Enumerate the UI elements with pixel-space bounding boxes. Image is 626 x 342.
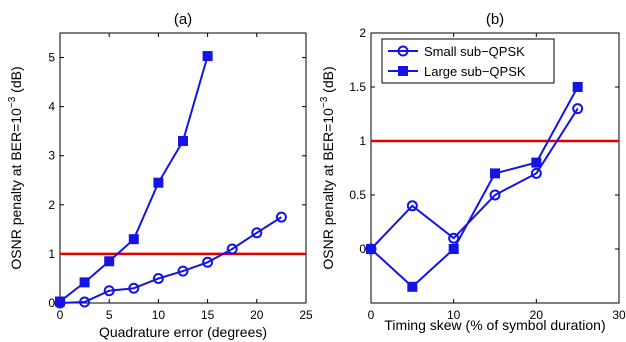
series-line-square (370, 86, 579, 289)
data-point-square (153, 177, 164, 188)
y-tick-label: 1 (359, 134, 366, 148)
panel-b-y-label-unit: (dB) (320, 66, 336, 96)
series-line-circle (59, 216, 282, 304)
panel-b-x-axis-label: Timing skew (% of symbol duration) (384, 317, 605, 333)
legend-marker-square (398, 66, 408, 76)
data-point-square (366, 244, 376, 254)
data-point-circle (530, 167, 542, 179)
data-point-square (178, 136, 188, 146)
data-point-circle (489, 189, 501, 201)
x-tick-label: 0 (368, 308, 375, 322)
x-tick-label: 10 (152, 308, 166, 322)
y-tick-label: 1.5 (349, 80, 366, 94)
data-point-circle (275, 211, 287, 223)
data-point-square (531, 157, 542, 168)
panel-b-title: (b) (486, 11, 504, 28)
legend-box (381, 38, 555, 84)
y-tick-label: 1 (48, 247, 55, 261)
series-line-square (59, 55, 209, 303)
panel-a-y-label-unit: (dB) (8, 66, 24, 96)
panel-a-y-axis-label: OSNR penalty at BER=10−3 (dB) (7, 66, 24, 269)
series-line-circle (370, 108, 579, 250)
data-point-circle (251, 227, 263, 239)
data-point-circle (572, 103, 584, 115)
data-point-square (104, 256, 115, 267)
y-tick-label: 2 (48, 198, 55, 212)
panel-a-y-label-main: OSNR penalty at BER=10 (8, 108, 24, 270)
data-point-square (490, 168, 500, 179)
data-point-square (202, 51, 213, 62)
legend-entry: Large sub−QPSK (424, 64, 526, 79)
legend-entry: Small sub−QPSK (424, 44, 525, 59)
y-tick-label: 0 (359, 242, 366, 256)
y-tick-label: 3 (48, 149, 55, 163)
panel-a-title: (a) (174, 11, 192, 28)
data-point-square (448, 244, 459, 254)
x-tick-label: 5 (106, 308, 113, 322)
x-tick-label: 20 (530, 308, 544, 322)
x-tick-label: 25 (299, 308, 313, 322)
panel-b-y-label-main: OSNR penalty at BER=10 (320, 108, 336, 270)
data-point-square (128, 234, 139, 245)
data-point-circle (128, 282, 140, 294)
panel-a: (a) 0 5 10 15 20 25 0 1 2 3 4 5 Quadrature error (d… (7, 11, 313, 340)
data-point-circle (202, 256, 214, 268)
legend-marker-circle (397, 45, 409, 57)
panel-a-x-axis-label: Quadrature error (degrees) (99, 324, 267, 340)
y-tick-label: 0 (48, 296, 55, 310)
data-point-circle (54, 297, 66, 309)
x-tick-label: 0 (57, 308, 64, 322)
data-point-square (407, 281, 418, 292)
y-tick-label: 5 (48, 51, 55, 65)
panel-b-plot-frame (370, 32, 620, 304)
y-tick-label: 2 (359, 26, 366, 40)
x-tick-label: 10 (447, 308, 461, 322)
y-tick-label: 4 (48, 100, 55, 114)
panel-b: (b) 0 10 20 30 0 0.5 1 1.5 2 Timing skew (% of s… (319, 11, 626, 333)
x-tick-label: 20 (250, 308, 264, 322)
data-point-circle (406, 200, 418, 212)
y-tick-label: 0.5 (349, 188, 366, 202)
data-point-circle (79, 296, 91, 308)
data-point-circle (226, 243, 238, 255)
data-point-circle (177, 265, 189, 277)
data-point-circle (152, 272, 164, 284)
panel-b-legend: Small sub−QPSK Large sub−QPSK (381, 38, 555, 84)
data-point-circle (448, 232, 460, 244)
x-tick-label: 15 (201, 308, 215, 322)
x-tick-label: 30 (612, 308, 626, 322)
data-point-square (572, 82, 583, 92)
panel-a-y-label-exponent: −3 (7, 96, 18, 108)
panel-b-y-axis-label: OSNR penalty at BER=10−3 (dB) (319, 66, 336, 269)
data-point-circle (103, 285, 115, 297)
panel-a-plot-frame (59, 32, 307, 304)
data-point-square (79, 277, 90, 288)
panel-b-y-label-exponent: −3 (319, 96, 330, 108)
